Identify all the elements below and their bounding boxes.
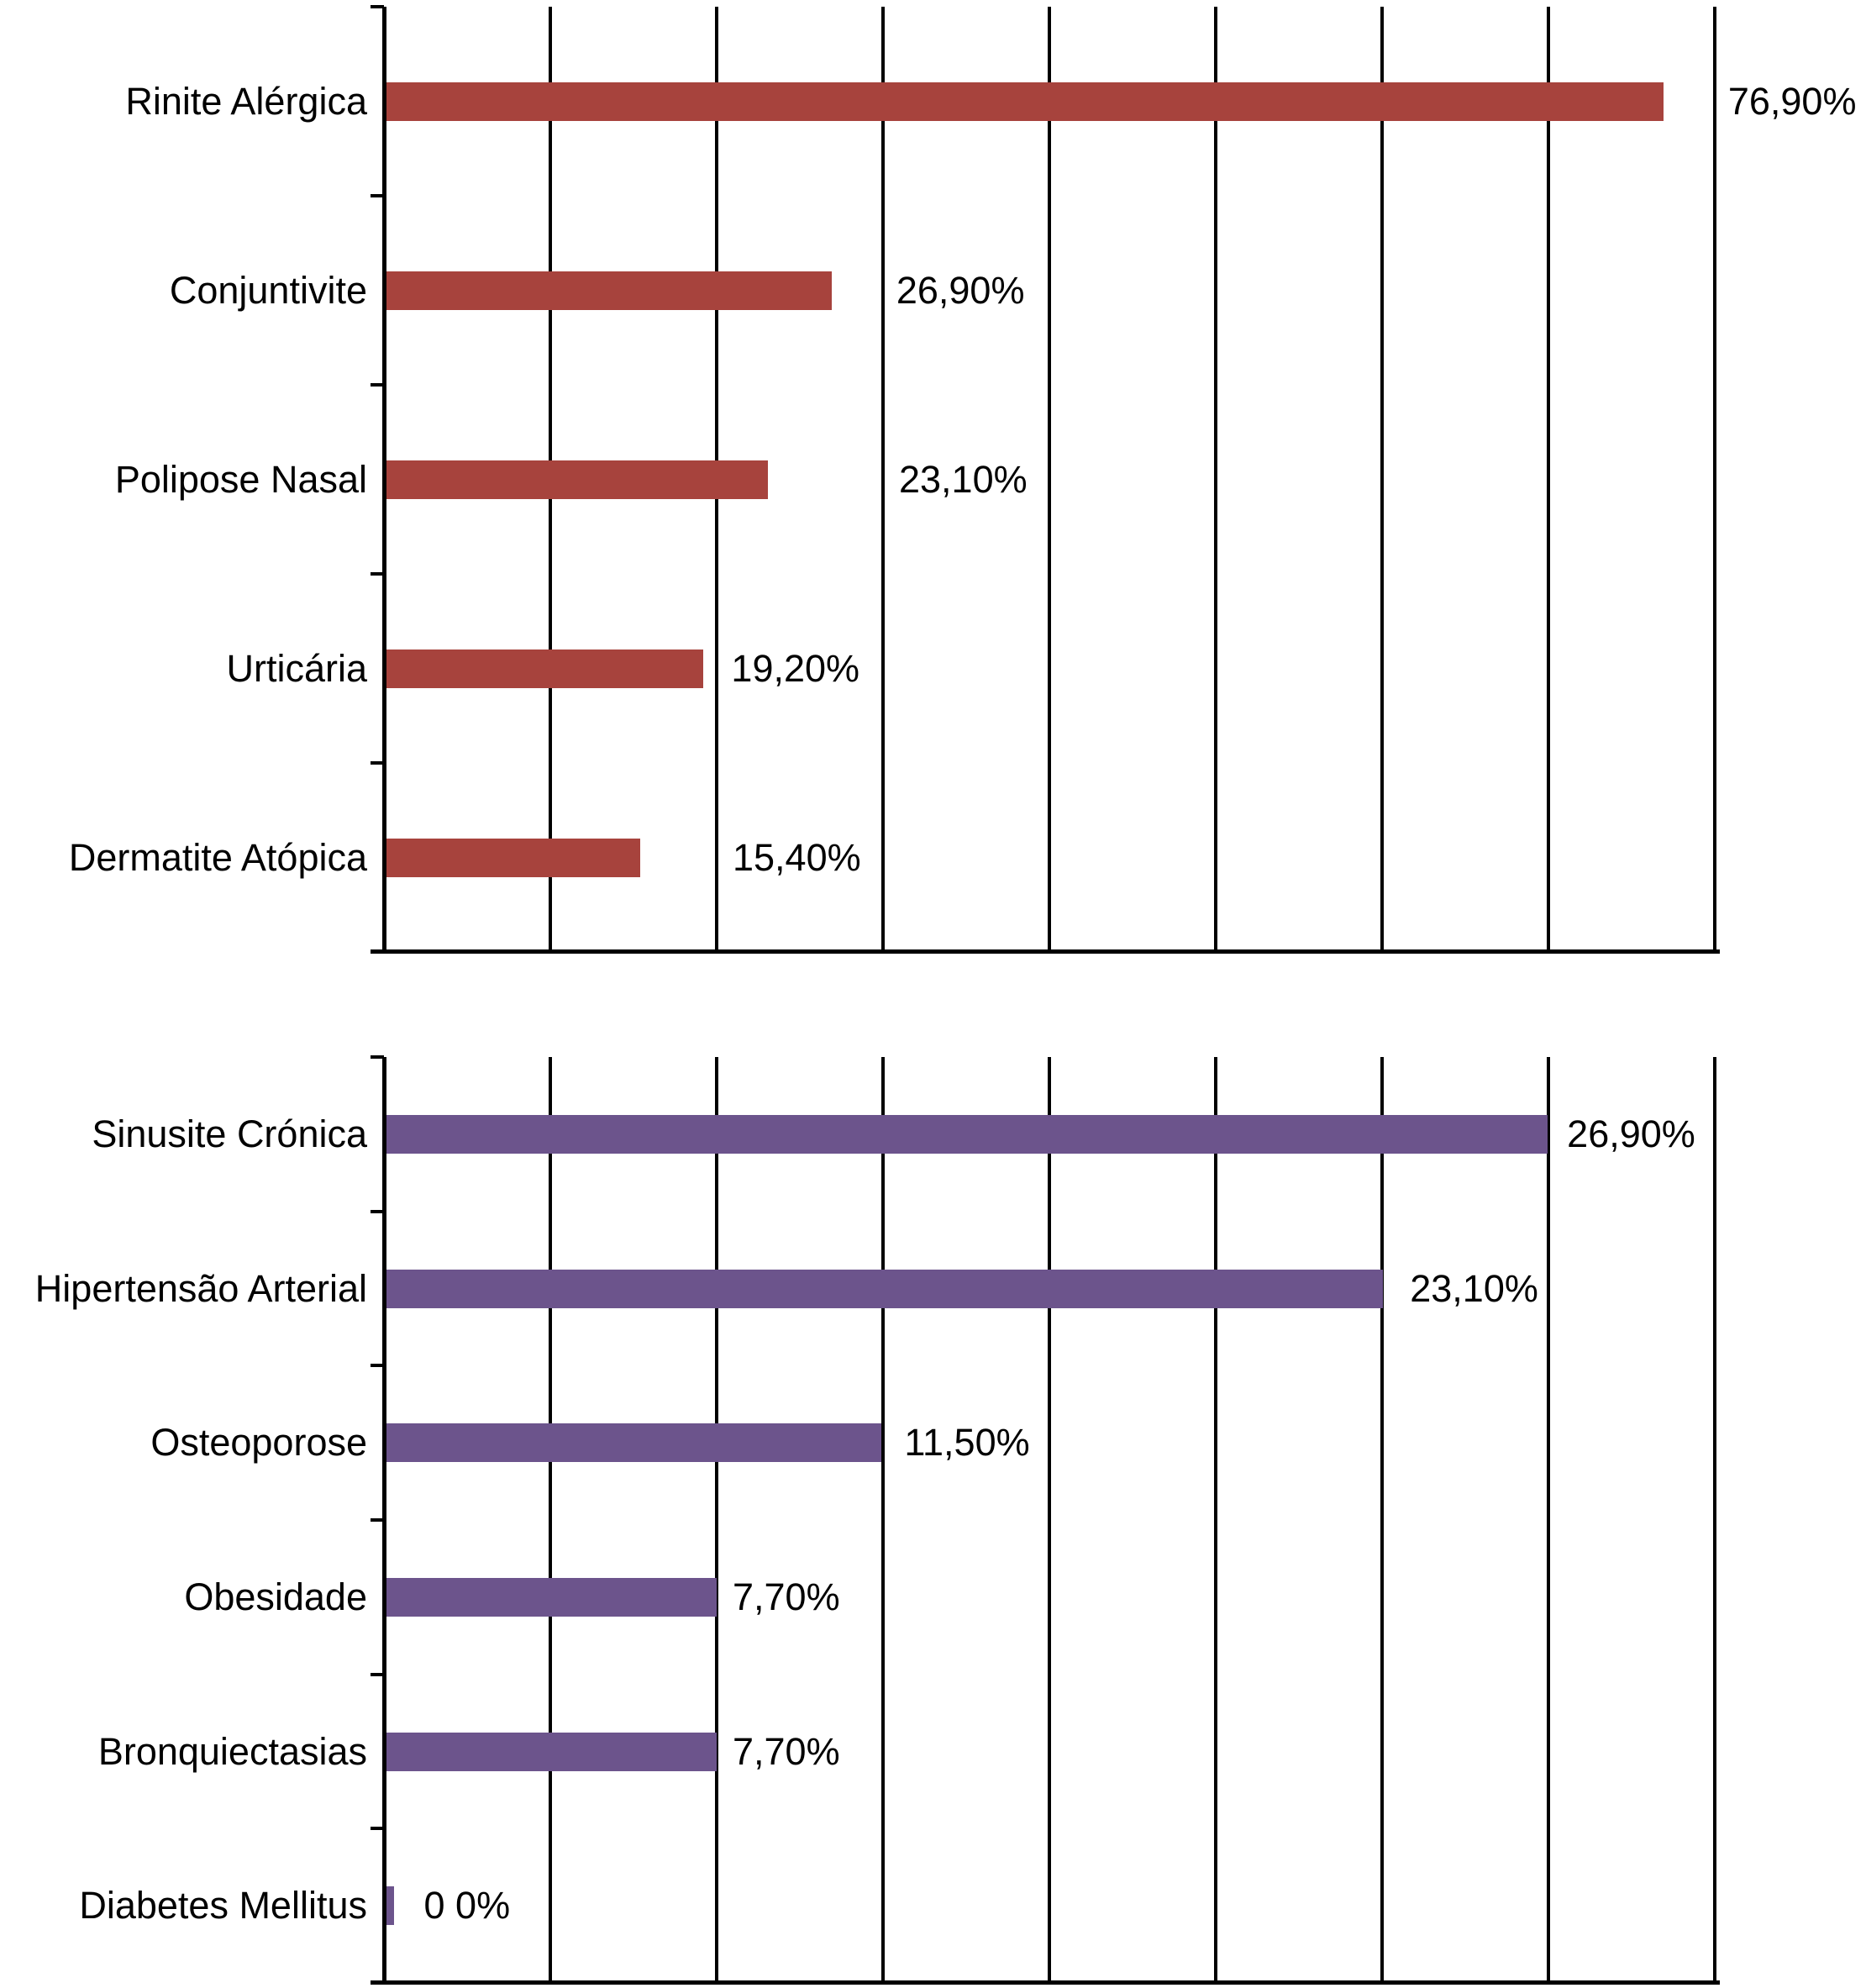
other-comorbidities-bar-chart: Sinusite Crónica 26,90% Hipertensão Arteri… xyxy=(35,1055,1720,1985)
category-label: Osteoporose xyxy=(150,1421,367,1465)
y-axis-tick xyxy=(371,1518,384,1522)
category-label: Bronquiectasias xyxy=(97,1729,367,1773)
y-axis-tick xyxy=(371,1055,384,1059)
vertical-gridline xyxy=(881,1057,885,1983)
y-axis-line xyxy=(382,1057,386,1983)
category-label: Diabetes Mellitus xyxy=(79,1884,367,1928)
bar xyxy=(384,649,704,688)
value-label: 7,70% xyxy=(733,1575,840,1618)
value-label: 23,10% xyxy=(899,457,1028,501)
y-axis-tick xyxy=(371,1364,384,1368)
vertical-gridline xyxy=(1214,7,1217,952)
y-axis-tick xyxy=(371,1981,384,1985)
vertical-gridline xyxy=(715,1057,718,1983)
vertical-gridline xyxy=(1380,7,1384,952)
y-axis-tick xyxy=(371,761,384,765)
y-axis-tick xyxy=(371,194,384,197)
x-axis-line xyxy=(371,1980,1720,1985)
value-label: 15,40% xyxy=(733,835,861,879)
value-label: 26,90% xyxy=(896,268,1025,312)
vertical-gridline xyxy=(549,1057,552,1983)
y-axis-line xyxy=(382,7,386,952)
y-axis-tick xyxy=(371,1209,384,1213)
plot-right-border xyxy=(1713,1057,1716,1983)
category-label: Hipertensão Arterial xyxy=(34,1266,367,1310)
category-label: Rinite Alérgica xyxy=(125,79,367,123)
value-label: 76,90% xyxy=(1727,79,1857,123)
y-axis-tick xyxy=(371,1827,384,1831)
bar xyxy=(384,271,832,310)
value-label: 26,90% xyxy=(1567,1112,1695,1155)
bar xyxy=(384,1269,1384,1308)
value-label: 7,70% xyxy=(733,1729,840,1773)
plot-right-border xyxy=(1713,7,1716,952)
category-label: Conjuntivite xyxy=(169,268,367,312)
value-label: 0 0% xyxy=(423,1884,511,1928)
category-label: Sinusite Crónica xyxy=(92,1112,367,1156)
bar xyxy=(384,82,1664,121)
category-label: Urticária xyxy=(226,646,367,690)
vertical-gridline xyxy=(1048,7,1051,952)
category-label: Obesidade xyxy=(184,1575,367,1619)
allergic-comorbidities-bar-chart: Rinite Alérgica 76,90% Conjuntivite 26,90% P… xyxy=(69,5,1856,954)
bar xyxy=(384,1114,1548,1154)
y-axis-tick xyxy=(371,5,384,8)
bar xyxy=(384,1577,717,1617)
bar xyxy=(384,1423,881,1463)
value-label: 19,20% xyxy=(731,646,860,690)
value-label: 11,50% xyxy=(904,1421,1030,1465)
value-label: 23,10% xyxy=(1410,1266,1538,1310)
bar xyxy=(384,1732,717,1771)
category-label: Dermatite Atópica xyxy=(68,835,367,879)
x-axis-line xyxy=(371,949,1720,954)
category-label: Polipose Nasal xyxy=(114,457,367,501)
vertical-gridline xyxy=(881,7,885,952)
y-axis-tick xyxy=(371,572,384,576)
bar xyxy=(384,1886,394,1926)
y-axis-tick xyxy=(371,1672,384,1676)
vertical-gridline xyxy=(1380,1057,1384,1983)
y-axis-tick xyxy=(371,383,384,387)
y-axis-tick xyxy=(371,950,384,954)
bar xyxy=(384,460,769,499)
vertical-gridline xyxy=(1547,1057,1550,1983)
vertical-gridline xyxy=(1048,1057,1051,1983)
bar xyxy=(384,838,640,877)
vertical-gridline xyxy=(1214,1057,1217,1983)
vertical-gridline xyxy=(1547,7,1550,952)
